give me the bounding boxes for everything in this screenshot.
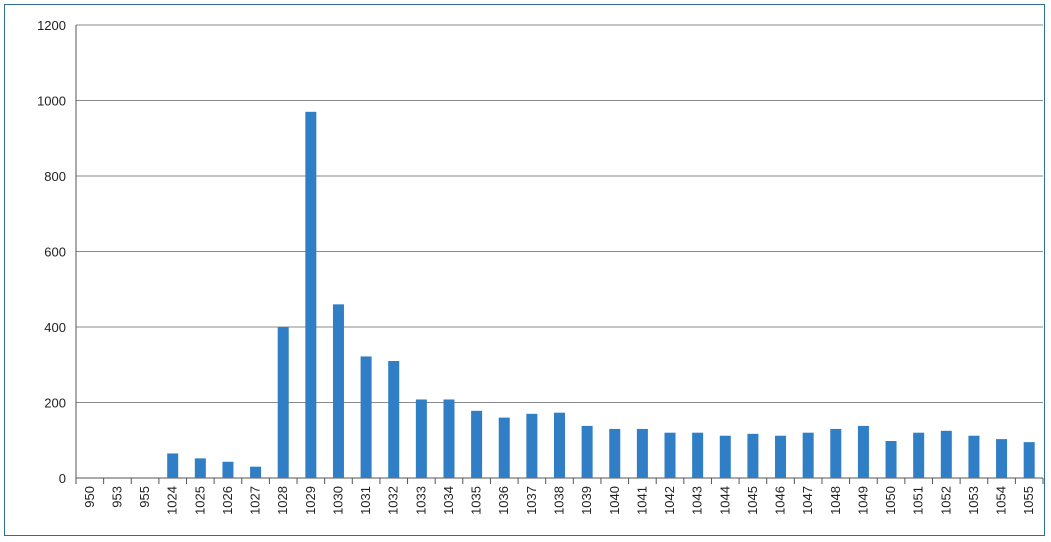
bar xyxy=(360,356,372,478)
y-tick-label: 1000 xyxy=(37,94,66,109)
bar xyxy=(719,435,731,478)
x-tick-label: 1039 xyxy=(579,486,594,515)
bar xyxy=(968,435,980,478)
bar xyxy=(388,360,400,478)
bar xyxy=(498,417,510,478)
bar xyxy=(222,461,234,478)
x-tick-label: 1029 xyxy=(303,486,318,515)
y-tick-label: 0 xyxy=(59,471,66,486)
x-tick-label: 1040 xyxy=(607,486,622,515)
x-tick-label: 1051 xyxy=(911,486,926,515)
bar xyxy=(940,430,952,478)
bar xyxy=(747,433,759,478)
x-tick-label: 1036 xyxy=(496,486,511,515)
bar xyxy=(830,428,842,478)
x-tick-label: 1047 xyxy=(800,486,815,515)
y-tick-label: 400 xyxy=(44,320,66,335)
x-tick-label: 1033 xyxy=(413,486,428,515)
bar xyxy=(581,425,593,478)
x-tick-label: 1048 xyxy=(828,486,843,515)
y-tick-label: 200 xyxy=(44,396,66,411)
x-tick-label: 1035 xyxy=(469,486,484,515)
bar xyxy=(471,410,483,478)
x-tick-label: 1050 xyxy=(883,486,898,515)
bar xyxy=(1023,442,1035,478)
x-tick-label: 1032 xyxy=(386,486,401,515)
x-tick-label: 1046 xyxy=(773,486,788,515)
x-tick-label: 1052 xyxy=(938,486,953,515)
bar xyxy=(636,428,648,478)
x-tick-label: 1045 xyxy=(745,486,760,515)
chart-frame xyxy=(4,4,1045,536)
bar xyxy=(526,413,538,478)
x-tick-label: 1043 xyxy=(690,486,705,515)
bar xyxy=(913,432,925,478)
bar xyxy=(664,432,676,478)
y-tick-label: 600 xyxy=(44,245,66,260)
bar xyxy=(194,458,206,478)
x-tick-label: 1054 xyxy=(994,486,1009,515)
x-tick-label: 1027 xyxy=(248,486,263,515)
bar xyxy=(996,439,1008,478)
bar xyxy=(554,412,565,478)
bar xyxy=(857,425,869,478)
bar xyxy=(277,327,289,478)
x-tick-label: 1037 xyxy=(524,486,539,515)
bar xyxy=(305,111,317,478)
x-tick-label: 1041 xyxy=(634,486,649,515)
x-tick-label: 1028 xyxy=(275,486,290,515)
x-tick-label: 1042 xyxy=(662,486,677,515)
x-tick-label: 1030 xyxy=(330,486,345,515)
x-tick-label: 1034 xyxy=(441,486,456,515)
x-tick-label: 1049 xyxy=(855,486,870,515)
x-tick-label: 1053 xyxy=(966,486,981,515)
x-tick-label: 1031 xyxy=(358,486,373,515)
bar xyxy=(167,453,179,478)
x-tick-label: 1038 xyxy=(552,486,567,515)
x-tick-label: 950 xyxy=(82,486,97,508)
x-tick-label: 1055 xyxy=(1021,486,1036,515)
bar xyxy=(885,441,897,478)
bar xyxy=(250,466,262,478)
bar xyxy=(443,399,455,478)
x-tick-label: 1026 xyxy=(220,486,235,515)
x-tick-label: 1044 xyxy=(717,486,732,515)
x-tick-label: 953 xyxy=(109,486,124,508)
bar xyxy=(415,399,427,478)
bar xyxy=(802,432,814,478)
x-tick-label: 1025 xyxy=(192,486,207,515)
y-tick-label: 1200 xyxy=(37,18,66,33)
x-tick-label: 955 xyxy=(137,486,152,508)
y-tick-label: 800 xyxy=(44,169,66,184)
x-tick-label: 1024 xyxy=(165,486,180,515)
bar xyxy=(692,432,704,478)
bar xyxy=(775,435,787,478)
bar xyxy=(332,304,344,478)
bar xyxy=(609,428,621,478)
